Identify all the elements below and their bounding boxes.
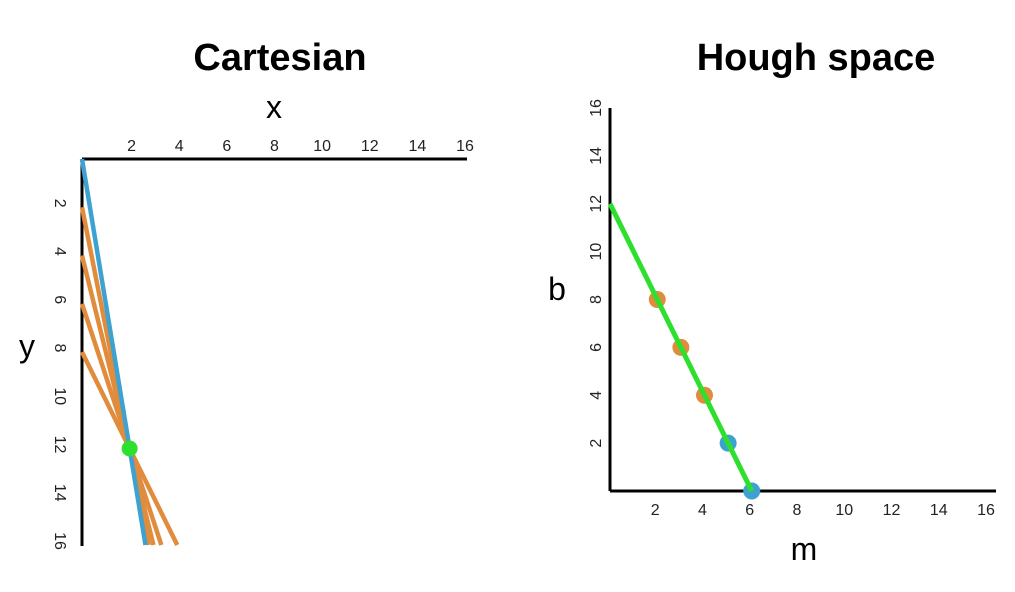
hough-lines: [607, 202, 754, 493]
cartesian-x-tick-label: 2: [127, 138, 136, 155]
cartesian-y-axis-label: y: [19, 328, 35, 364]
cartesian-orange-line: [79, 254, 156, 546]
hough-m-tick-label: 8: [793, 502, 802, 519]
cartesian-y-tick-label: 10: [51, 387, 68, 405]
hough-m-tick-label: 12: [883, 502, 901, 519]
cartesian-y-tick-label: 8: [51, 344, 68, 353]
hough-b-ticks: 2 4 6 8 10 12 14 16: [588, 99, 605, 448]
hough-b-tick-label: 6: [588, 343, 605, 352]
hough-b-tick-label: 4: [588, 391, 605, 400]
hough-m-tick-label: 2: [651, 502, 660, 519]
cartesian-plot: 2 4 6 8 10 12 14 16 2 4 6 8 10 12 14 16: [51, 138, 474, 550]
hough-b-tick-label: 10: [588, 243, 605, 261]
hough-m-axis-label: m: [791, 531, 818, 567]
cartesian-lines: [79, 158, 180, 546]
cartesian-y-ticks: 2 4 6 8 10 12 14 16: [51, 199, 68, 550]
hough-space-title: Hough space: [697, 37, 936, 79]
hough-m-tick-label: 16: [977, 502, 995, 519]
cartesian-y-tick-label: 2: [51, 199, 68, 208]
hough-green-line: [607, 202, 754, 493]
cartesian-intersection-point: [121, 440, 138, 457]
hough-b-tick-label: 14: [588, 147, 605, 165]
cartesian-y-tick-label: 16: [51, 532, 68, 550]
hough-b-tick-label: 16: [588, 99, 605, 117]
hough-plot: 2 4 6 8 10 12 14 16 2 4 6 8 10 12 14 16: [588, 99, 996, 519]
cartesian-x-tick-label: 12: [361, 138, 379, 155]
cartesian-y-tick-label: 14: [51, 484, 68, 502]
hough-b-tick-label: 12: [588, 195, 605, 213]
cartesian-x-ticks: 2 4 6 8 10 12 14 16: [127, 138, 474, 155]
hough-m-tick-label: 14: [930, 502, 948, 519]
cartesian-x-tick-label: 8: [270, 138, 279, 155]
cartesian-x-axis-label: x: [266, 89, 282, 125]
cartesian-title: Cartesian: [193, 37, 366, 79]
hough-b-axis-label: b: [548, 271, 566, 307]
cartesian-blue-line: [79, 158, 148, 546]
hough-m-tick-label: 10: [835, 502, 853, 519]
cartesian-y-tick-label: 12: [51, 436, 68, 454]
cartesian-x-tick-label: 6: [222, 138, 231, 155]
cartesian-orange-line: [79, 303, 164, 546]
cartesian-y-tick-label: 4: [51, 247, 68, 256]
cartesian-x-tick-label: 16: [456, 138, 474, 155]
hough-b-tick-label: 8: [588, 295, 605, 304]
cartesian-x-tick-label: 10: [313, 138, 331, 155]
cartesian-x-tick-label: 14: [408, 138, 426, 155]
hough-m-tick-label: 6: [745, 502, 754, 519]
hough-b-tick-label: 2: [588, 439, 605, 448]
cartesian-x-tick-label: 4: [175, 138, 184, 155]
hough-m-ticks: 2 4 6 8 10 12 14 16: [651, 502, 995, 519]
hough-m-tick-label: 4: [698, 502, 707, 519]
cartesian-y-tick-label: 6: [51, 295, 68, 304]
cartesian-points: [121, 440, 138, 457]
